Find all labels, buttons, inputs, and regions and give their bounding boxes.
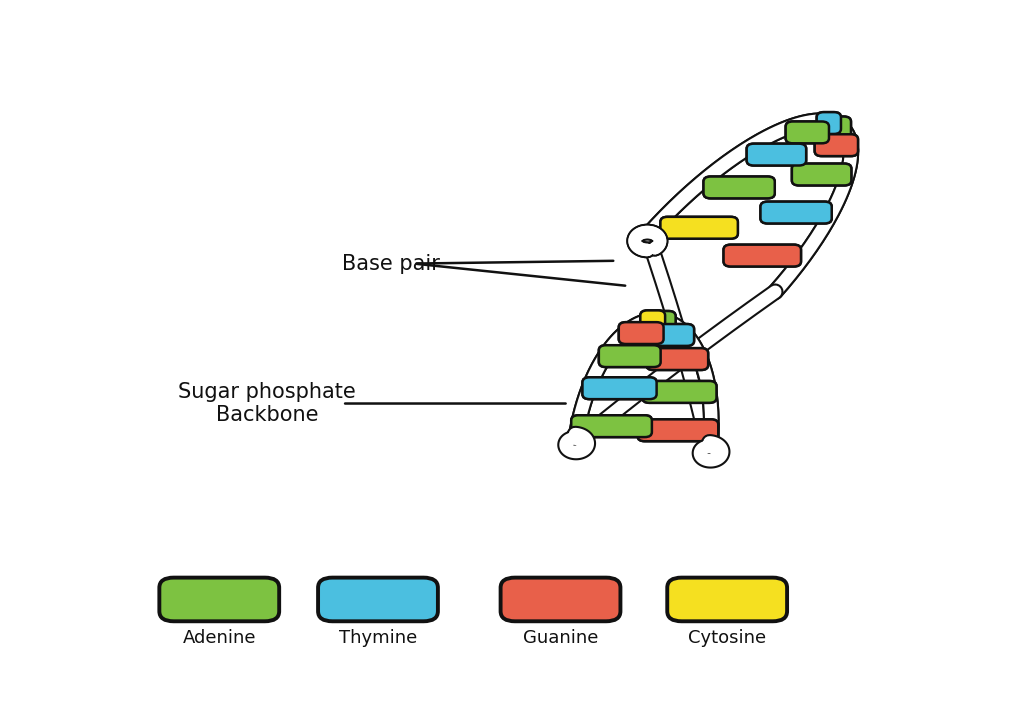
FancyBboxPatch shape <box>318 578 438 622</box>
FancyBboxPatch shape <box>618 322 664 344</box>
FancyBboxPatch shape <box>826 116 851 138</box>
FancyBboxPatch shape <box>638 419 718 441</box>
FancyBboxPatch shape <box>571 415 652 437</box>
FancyBboxPatch shape <box>660 217 738 238</box>
FancyBboxPatch shape <box>583 377 656 399</box>
FancyBboxPatch shape <box>571 415 652 437</box>
FancyBboxPatch shape <box>618 322 664 344</box>
FancyBboxPatch shape <box>792 164 851 185</box>
FancyBboxPatch shape <box>642 381 717 403</box>
FancyBboxPatch shape <box>761 201 831 223</box>
FancyBboxPatch shape <box>817 112 841 134</box>
FancyBboxPatch shape <box>785 121 829 143</box>
FancyBboxPatch shape <box>501 578 621 622</box>
FancyBboxPatch shape <box>761 201 831 223</box>
FancyBboxPatch shape <box>660 217 738 238</box>
FancyBboxPatch shape <box>703 177 775 198</box>
Text: Guanine: Guanine <box>523 629 598 647</box>
FancyBboxPatch shape <box>815 134 858 156</box>
FancyBboxPatch shape <box>651 311 676 333</box>
FancyBboxPatch shape <box>599 345 660 367</box>
Text: Base pair: Base pair <box>342 254 440 273</box>
Text: Cytosine: Cytosine <box>688 629 766 647</box>
FancyBboxPatch shape <box>638 419 718 441</box>
FancyBboxPatch shape <box>724 245 801 267</box>
FancyBboxPatch shape <box>815 134 858 156</box>
FancyBboxPatch shape <box>599 345 660 367</box>
FancyBboxPatch shape <box>817 112 841 134</box>
FancyBboxPatch shape <box>792 164 851 185</box>
FancyBboxPatch shape <box>668 578 787 622</box>
FancyBboxPatch shape <box>640 310 666 332</box>
FancyBboxPatch shape <box>646 348 709 370</box>
FancyBboxPatch shape <box>703 177 775 198</box>
FancyBboxPatch shape <box>160 578 280 622</box>
FancyBboxPatch shape <box>583 377 656 399</box>
FancyBboxPatch shape <box>724 245 801 267</box>
FancyBboxPatch shape <box>649 324 694 346</box>
FancyBboxPatch shape <box>651 311 676 333</box>
Text: Sugar phosphate
Backbone: Sugar phosphate Backbone <box>178 382 355 425</box>
FancyBboxPatch shape <box>646 348 709 370</box>
FancyBboxPatch shape <box>785 121 829 143</box>
Text: Adenine: Adenine <box>182 629 256 647</box>
FancyBboxPatch shape <box>746 144 806 166</box>
FancyBboxPatch shape <box>649 324 694 346</box>
Text: Thymine: Thymine <box>339 629 417 647</box>
FancyBboxPatch shape <box>642 381 717 403</box>
FancyBboxPatch shape <box>640 310 666 332</box>
FancyBboxPatch shape <box>826 116 851 138</box>
FancyBboxPatch shape <box>746 144 806 166</box>
